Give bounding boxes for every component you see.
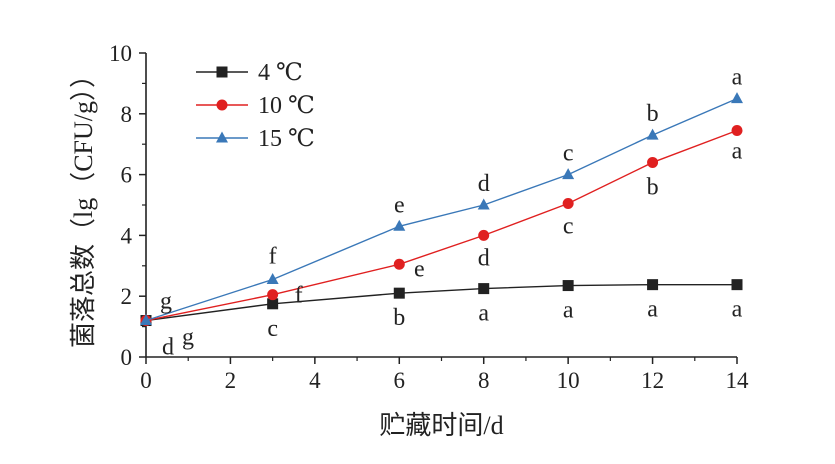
series-1 bbox=[140, 125, 743, 327]
series-layer bbox=[140, 92, 743, 327]
significance-letter: a bbox=[563, 298, 574, 324]
significance-letters: d c b a a a a g f e d c b a g f e d c b a bbox=[160, 65, 743, 361]
significance-letter: a bbox=[732, 65, 743, 91]
axes: 0 2 4 6 8 10 12 14 0 2 4 6 8 10 贮藏时间/d 菌落总数（lg（CFU/g）） bbox=[69, 41, 749, 440]
x-tick-label: 6 bbox=[394, 368, 406, 393]
significance-letter: g bbox=[160, 289, 172, 315]
data-point bbox=[647, 279, 659, 291]
data-point bbox=[562, 168, 575, 180]
data-point bbox=[393, 258, 405, 270]
y-tick-label: 0 bbox=[121, 345, 133, 370]
data-point bbox=[267, 298, 279, 310]
data-point bbox=[731, 125, 743, 137]
legend-label: 15 ℃ bbox=[258, 126, 315, 152]
y-tick-label: 2 bbox=[121, 284, 133, 309]
y-tick-label: 6 bbox=[121, 163, 133, 188]
significance-letter: d bbox=[162, 335, 174, 361]
legend-marker bbox=[216, 66, 228, 78]
x-axis-title: 贮藏时间/d bbox=[379, 411, 503, 440]
data-point bbox=[477, 198, 490, 210]
data-point bbox=[731, 92, 743, 104]
data-point bbox=[140, 314, 152, 326]
data-point bbox=[267, 289, 279, 301]
significance-letter: a bbox=[732, 297, 743, 323]
data-point bbox=[393, 287, 405, 299]
significance-letter: a bbox=[478, 301, 489, 327]
significance-letter: f bbox=[269, 243, 277, 269]
significance-letter: c bbox=[267, 316, 278, 342]
x-tick-label: 12 bbox=[641, 368, 664, 393]
x-tick-label: 10 bbox=[557, 368, 580, 393]
significance-letter: a bbox=[647, 297, 658, 323]
significance-letter: e bbox=[394, 192, 405, 218]
significance-letter: d bbox=[478, 245, 490, 271]
data-point bbox=[562, 197, 574, 209]
data-point bbox=[393, 219, 406, 231]
legend-item: 10 ℃ bbox=[196, 93, 315, 119]
significance-letter: d bbox=[478, 171, 490, 197]
legend-item: 4 ℃ bbox=[196, 60, 303, 86]
significance-letter: g bbox=[182, 325, 194, 351]
legend-label: 4 ℃ bbox=[258, 60, 303, 86]
significance-letter: b bbox=[393, 305, 405, 331]
y-tick-label: 8 bbox=[121, 102, 133, 127]
significance-letter: c bbox=[563, 141, 574, 167]
x-tick-label: 0 bbox=[140, 368, 152, 393]
data-point bbox=[647, 156, 659, 168]
x-tick-label: 2 bbox=[225, 368, 237, 393]
legend-label: 10 ℃ bbox=[258, 93, 315, 119]
significance-letter: b bbox=[647, 174, 659, 200]
legend-item: 15 ℃ bbox=[196, 126, 315, 152]
data-point bbox=[478, 229, 490, 241]
x-tick-label: 14 bbox=[726, 368, 750, 393]
significance-letter: a bbox=[732, 139, 743, 165]
significance-letter: e bbox=[414, 256, 425, 282]
y-axis-title: 菌落总数（lg（CFU/g）） bbox=[69, 62, 98, 348]
x-tick-label: 8 bbox=[478, 368, 490, 393]
data-point bbox=[478, 283, 490, 295]
significance-letter: c bbox=[563, 213, 574, 239]
legend-marker bbox=[216, 131, 228, 143]
legend: 4 ℃ 10 ℃ 15 ℃ bbox=[196, 60, 315, 152]
y-tick-label: 10 bbox=[109, 41, 132, 66]
data-point bbox=[562, 280, 574, 292]
data-point bbox=[266, 272, 279, 284]
series-2 bbox=[140, 92, 743, 326]
data-point bbox=[646, 128, 659, 140]
x-tick-label: 4 bbox=[309, 368, 321, 393]
significance-letter: f bbox=[295, 283, 303, 309]
y-tick-label: 4 bbox=[121, 223, 133, 248]
data-point bbox=[731, 279, 743, 291]
significance-letter: b bbox=[647, 101, 659, 127]
legend-marker bbox=[216, 99, 228, 111]
